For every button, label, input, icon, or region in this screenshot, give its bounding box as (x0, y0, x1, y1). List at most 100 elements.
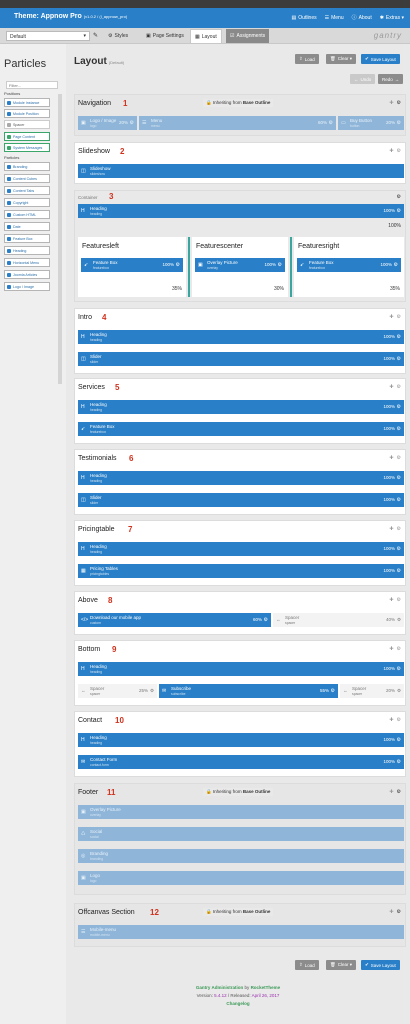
block-heading[interactable]: H Heading heading 100% ⚙ (78, 471, 404, 485)
particle-branding[interactable]: Branding (4, 162, 50, 171)
particle-logo-image[interactable]: Logo / Image (4, 282, 50, 291)
section-controls[interactable]: ✚ ⚙ (389, 100, 401, 106)
clear-button-bottom[interactable]: 🗑 Clear ▾ (326, 960, 356, 970)
tab-page-settings[interactable]: ▣ Page Settings (142, 29, 188, 43)
block-social[interactable]: ♺ Social social (78, 827, 404, 841)
gear-icon[interactable]: ⚙ (396, 100, 401, 106)
gear-icon[interactable]: ⚙ (328, 120, 333, 126)
nav-extras[interactable]: ✱ Extras ▾ (380, 14, 404, 21)
add-icon[interactable]: ✚ (389, 909, 394, 915)
add-icon[interactable]: ✚ (389, 526, 394, 532)
section-controls[interactable]: ✚ ⚙ (389, 455, 401, 461)
column-divider[interactable] (290, 237, 292, 297)
block-feature-box[interactable]: ➹ Feature Box featurebox 100% ⚙ (81, 258, 183, 272)
block-feature-box[interactable]: ➹ Feature Box featurebox 100% ⚙ (78, 422, 404, 436)
particle-content-cubes[interactable]: Content Cubes (4, 174, 50, 183)
gear-icon[interactable]: ⚙ (396, 597, 401, 603)
gear-icon[interactable]: ⚙ (393, 262, 398, 268)
gear-icon[interactable]: ⚙ (175, 262, 180, 268)
particle-heading[interactable]: Heading (4, 246, 50, 255)
gear-icon[interactable]: ⚙ (396, 404, 401, 410)
section-controls[interactable]: ✚ ⚙ (389, 597, 401, 603)
section-controls[interactable]: ✚ ⚙ (389, 526, 401, 532)
sidebar-scrollbar[interactable] (58, 94, 62, 384)
particles-filter-input[interactable] (6, 81, 58, 89)
load-button[interactable]: ⇪ Load (295, 54, 319, 64)
gear-icon[interactable]: ⚙ (396, 759, 401, 765)
block-subscribe[interactable]: ✉ Subscribe subscribe 55% ⚙ (159, 684, 338, 698)
column-divider[interactable] (188, 237, 190, 297)
block-menu[interactable]: ☰ Menu menu 60% ⚙ (139, 116, 336, 130)
particle-joomla-articles[interactable]: Joomla Articles (4, 270, 50, 279)
changelog-link[interactable]: Changelog (226, 1001, 250, 1006)
block-spacer[interactable]: ↔ Spacer spacer 40% ⚙ (273, 613, 404, 627)
redo-button[interactable]: Redo → (378, 74, 404, 84)
block-slideshow[interactable]: ◫ Slideshow slideshow (78, 164, 404, 178)
add-icon[interactable]: ✚ (389, 455, 394, 461)
gear-icon[interactable]: ⚙ (396, 497, 401, 503)
gear-icon[interactable]: ⚙ (396, 148, 401, 154)
block-contact-form[interactable]: ✉ Contact Form contact-form 100% ⚙ (78, 755, 404, 769)
block-logo[interactable]: ▣ Logo / Image logo 20% ⚙ (78, 116, 137, 130)
gear-icon[interactable]: ⚙ (396, 617, 401, 622)
gear-icon[interactable]: ⚙ (396, 909, 401, 915)
section-controls[interactable]: ✚ ⚙ (389, 909, 401, 915)
add-icon[interactable]: ✚ (389, 314, 394, 320)
tab-styles[interactable]: ⚙ Styles (104, 29, 132, 43)
block-mobile-menu[interactable]: ☰ Mobile-menu mobile-menu (78, 925, 404, 939)
block-spacer[interactable]: ↔ Spacer spacer 20% ⚙ (340, 684, 404, 698)
add-icon[interactable]: ✚ (389, 100, 394, 106)
particle-date[interactable]: Date (4, 222, 50, 231)
block-heading[interactable]: H Heading heading 100% ⚙ (78, 330, 404, 344)
particle-horizontal-menu[interactable]: Horizontal Menu (4, 258, 50, 267)
section-controls[interactable]: ✚ ⚙ (389, 646, 401, 652)
block-feature-box[interactable]: ➹ Feature Box featurebox 100% ⚙ (297, 258, 401, 272)
block-overlay-picture[interactable]: ▣ Overlay Picture overlay (78, 805, 404, 819)
block-heading[interactable]: H Heading heading 100% ⚙ (78, 733, 404, 747)
particle-page-content[interactable]: Page Content (4, 132, 50, 141)
add-icon[interactable]: ✚ (389, 148, 394, 154)
clear-button[interactable]: 🗑 Clear ▾ (326, 54, 356, 64)
inherit-notice[interactable]: 🔒 Inheriting from Base Outline (203, 99, 274, 107)
gear-icon[interactable]: ⚙ (396, 717, 401, 723)
block-buy-button[interactable]: ▭ Buy Button button 20% ⚙ (338, 116, 404, 130)
gear-icon[interactable]: ⚙ (396, 356, 401, 362)
nav-outlines[interactable]: ▤ Outlines (292, 14, 317, 21)
load-button-bottom[interactable]: ⇪ Load (295, 960, 319, 970)
block-branding[interactable]: ◎ Branding branding (78, 849, 404, 863)
save-layout-button[interactable]: ✔ Save Layout (361, 54, 400, 64)
gear-icon[interactable]: ⚙ (396, 789, 401, 795)
particle-copyright[interactable]: Copyright (4, 198, 50, 207)
gear-icon[interactable]: ⚙ (396, 546, 401, 552)
section-controls[interactable]: ✚ ⚙ (389, 148, 401, 154)
gear-icon[interactable]: ⚙ (396, 208, 401, 214)
gear-icon[interactable]: ⚙ (263, 617, 268, 623)
nav-menu[interactable]: ☰ Menu (325, 14, 344, 21)
block-heading[interactable]: H Heading heading 100% ⚙ (78, 662, 404, 676)
undo-button[interactable]: ← Undo (350, 74, 376, 84)
gear-icon[interactable]: ⚙ (149, 688, 154, 693)
inherit-notice[interactable]: 🔒 Inheriting from Base Outline (203, 788, 274, 796)
outline-select[interactable]: Default (6, 31, 90, 41)
gear-icon[interactable]: ⚙ (396, 646, 401, 652)
section-controls[interactable]: ✚ ⚙ (389, 314, 401, 320)
block-spacer[interactable]: ↔ Spacer spacer 25% ⚙ (78, 684, 157, 698)
add-icon[interactable]: ✚ (389, 717, 394, 723)
gear-icon[interactable]: ⚙ (396, 688, 401, 693)
section-controls[interactable]: ✚ ⚙ (389, 384, 401, 390)
gear-icon[interactable]: ⚙ (396, 737, 401, 743)
add-icon[interactable]: ✚ (389, 597, 394, 603)
block-logo[interactable]: ▣ Logo logo (78, 871, 404, 885)
block-slider[interactable]: ◫ Slider slider 100% ⚙ (78, 352, 404, 366)
gear-icon[interactable]: ⚙ (396, 426, 401, 432)
gear-icon[interactable]: ⚙ (396, 475, 401, 481)
gear-icon[interactable]: ⚙ (396, 568, 401, 574)
particle-system-messages[interactable]: System Messages (4, 143, 50, 152)
section-controls[interactable]: ✚ ⚙ (389, 717, 401, 723)
block-slider[interactable]: ◫ Slider slider 100% ⚙ (78, 493, 404, 507)
save-layout-button-bottom[interactable]: ✔ Save Layout (361, 960, 400, 970)
gear-icon[interactable]: ⚙ (396, 526, 401, 532)
particle-spacer[interactable]: Spacer (4, 120, 50, 129)
particle-feature-box[interactable]: Feature Box (4, 234, 50, 243)
tab-layout[interactable]: ▦ Layout (190, 29, 222, 43)
